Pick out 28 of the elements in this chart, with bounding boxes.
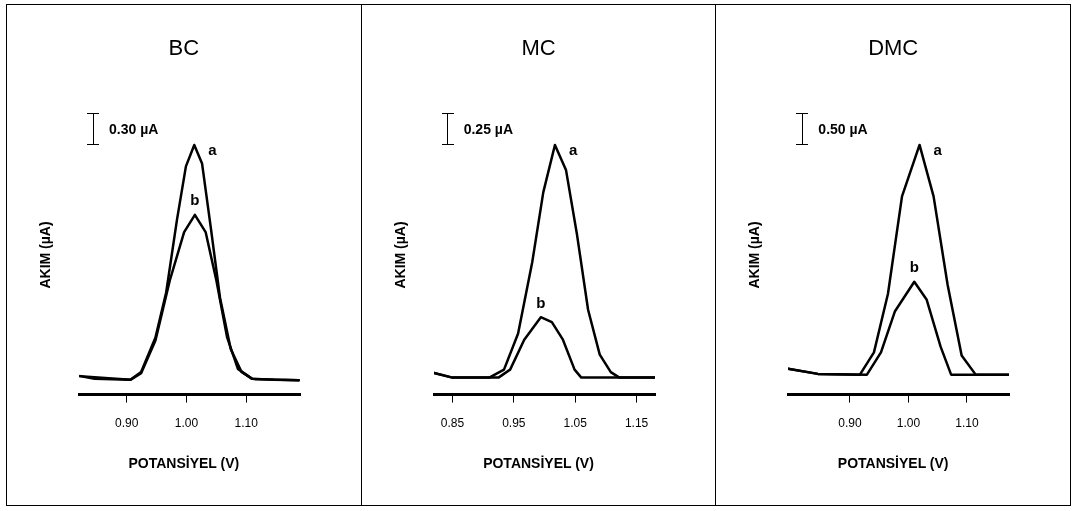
series-label: b [910, 258, 920, 276]
series-label: b [535, 293, 546, 311]
x-tick-label: 1.10 [955, 416, 980, 431]
x-tick-label: 1.15 [624, 416, 649, 431]
x-tick-label: 1.10 [234, 416, 259, 431]
x-axis-title: POTANSİYEL (V) [482, 455, 595, 471]
chart-title: BC [167, 35, 201, 61]
x-tick-label: 0.90 [838, 416, 863, 431]
x-tick-label: 0.95 [501, 416, 526, 431]
x-tick-label: 0.90 [115, 416, 139, 431]
x-axis-title: POTANSİYEL (V) [127, 455, 241, 471]
x-tick-label: 1.05 [563, 416, 587, 431]
y-axis-title: AKIM (µA) [746, 221, 763, 289]
chart-title: DMC [867, 35, 920, 61]
series-label: a [208, 141, 218, 159]
text: 0.25 µA [463, 121, 513, 137]
series-label: b [190, 191, 200, 209]
chart-title: MC [520, 35, 557, 61]
x-axis-title: POTANSİYEL (V) [836, 455, 950, 471]
x-tick-label: 1.00 [897, 416, 921, 431]
text: 0.30 µA [109, 121, 159, 137]
x-tick-label: 1.00 [174, 416, 199, 431]
series-label: a [568, 141, 578, 159]
series-label: a [933, 141, 943, 159]
x-tick-label: 0.85 [440, 416, 465, 431]
y-axis-title: AKIM (µA) [37, 221, 53, 289]
y-axis-title: AKIM (µA) [391, 221, 408, 289]
text: 0.50 µA [818, 121, 868, 137]
